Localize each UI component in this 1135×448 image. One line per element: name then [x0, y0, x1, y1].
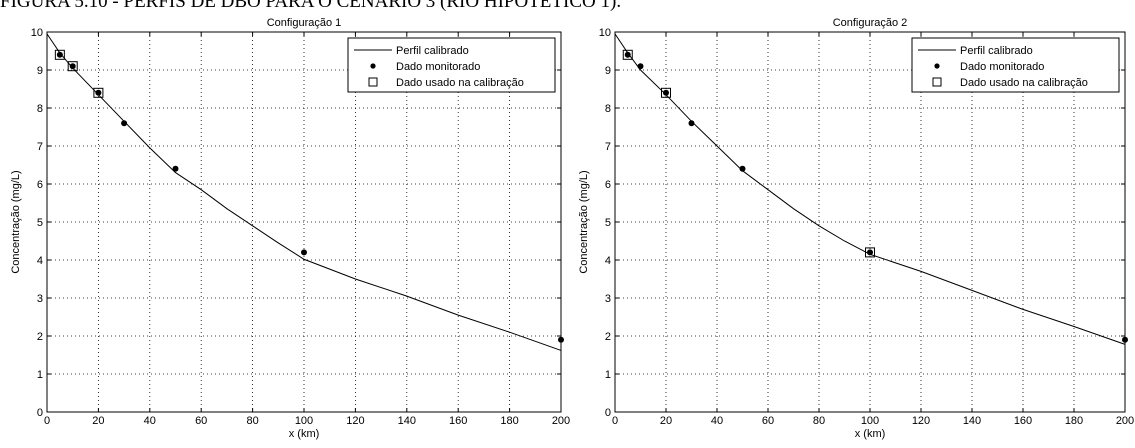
y-tick-label: 2: [37, 331, 43, 343]
y-tick-label: 7: [605, 141, 611, 153]
data-point-monitorado: [624, 51, 631, 58]
x-tick-label: 0: [612, 415, 618, 427]
x-tick-label: 60: [762, 415, 774, 427]
x-axis-label: x (km): [289, 428, 320, 440]
y-tick-label: 0: [37, 407, 43, 419]
legend-label: Dado monitorado: [960, 61, 1044, 73]
x-tick-label: 80: [813, 415, 825, 427]
y-tick-label: 6: [605, 179, 611, 191]
legend: Perfil calibrado Dado monitorado Dado usad…: [347, 37, 556, 93]
x-tick-label: 60: [195, 415, 207, 427]
data-point-monitorado: [56, 51, 63, 58]
data-point-calibracao: [865, 247, 875, 258]
chart-title: Configuração 1: [267, 17, 342, 29]
x-tick-label: 80: [246, 415, 258, 427]
x-tick-label: 160: [1014, 415, 1032, 427]
x-axis-label: x (km): [855, 428, 886, 440]
y-tick-label: 9: [605, 65, 611, 77]
y-axis-label: Concentração (mg/L): [578, 170, 590, 273]
y-tick-label: 3: [37, 293, 43, 305]
data-point-calibracao: [54, 49, 65, 60]
chart-panel-1: 0 20 40 60 80 100 120 140 160 180 200 0 1 2 3 4 5 6 7 8 9 10 C…: [10, 17, 570, 440]
x-tick-label: 180: [500, 415, 518, 427]
y-tick-label: 4: [37, 255, 43, 267]
x-tick-label: 0: [44, 415, 50, 427]
data-point-monitorado: [301, 249, 307, 256]
y-tick-label: 3: [605, 293, 611, 305]
x-tick-label: 100: [861, 415, 879, 427]
legend-box: [911, 37, 1120, 93]
y-tick-label: 10: [599, 27, 611, 39]
legend-square-swatch: [932, 77, 942, 87]
x-tick-label: 100: [295, 415, 313, 427]
legend-label: Dado usado na calibração: [396, 77, 524, 89]
y-tick-label: 4: [605, 255, 611, 267]
legend-box: [347, 37, 556, 93]
data-point-calibracao: [67, 61, 78, 72]
figure-caption-text: FIGURA 5.10 - PERFIS DE DBO PARA O CENÁR…: [0, 0, 622, 12]
x-tick-label: 140: [398, 415, 416, 427]
legend-label: Dado usado na calibração: [960, 77, 1088, 89]
y-tick-label: 5: [37, 217, 43, 229]
series-line-perfil-calibrado: [46, 33, 562, 351]
data-point-monitorado: [663, 89, 669, 96]
data-point-monitorado: [688, 120, 695, 127]
data-point-monitorado: [739, 165, 746, 172]
y-tick-label: 7: [37, 141, 43, 153]
legend-label: Perfil calibrado: [396, 45, 469, 57]
x-tick-label: 40: [144, 415, 156, 427]
y-tick-label: 10: [31, 27, 43, 39]
data-point-calibracao: [93, 87, 104, 98]
chart-panel-2: 0 20 40 60 80 100 120 140 160 180 200 0 1 2 3 4 5 6 7 8 9 10 C…: [578, 17, 1134, 440]
data-point-monitorado: [121, 120, 128, 127]
x-tick-label: 120: [912, 415, 930, 427]
data-point-monitorado: [95, 89, 102, 96]
data-point-calibracao: [661, 87, 671, 98]
chart-title: Configuração 2: [833, 17, 908, 29]
x-tick-label: 200: [1116, 415, 1134, 427]
x-tick-label: 40: [711, 415, 723, 427]
y-tick-label: 5: [605, 217, 611, 229]
y-tick-label: 8: [37, 103, 43, 115]
x-tick-label: 160: [449, 415, 467, 427]
legend-label: Dado monitorado: [396, 61, 480, 73]
y-tick-label: 1: [605, 369, 611, 381]
y-tick-label: 6: [37, 179, 43, 191]
x-tick-label: 20: [92, 415, 104, 427]
legend-label: Perfil calibrado: [960, 45, 1033, 57]
data-point-monitorado: [1122, 336, 1128, 343]
legend-square-swatch: [368, 77, 378, 87]
x-tick-label: 120: [346, 415, 364, 427]
x-tick-label: 200: [552, 415, 570, 427]
y-tick-label: 9: [37, 65, 43, 77]
legend-dot-swatch: [934, 63, 940, 69]
x-tick-label: 140: [963, 415, 981, 427]
data-point-monitorado: [69, 63, 76, 70]
y-tick-label: 0: [605, 407, 611, 419]
y-tick-label: 2: [605, 331, 611, 343]
data-point-calibracao: [622, 49, 633, 60]
x-tick-label: 20: [660, 415, 672, 427]
series-line-perfil-calibrado: [614, 33, 1126, 345]
legend: Perfil calibrado Dado monitorado Dado usad…: [911, 37, 1120, 93]
y-tick-label: 8: [605, 103, 611, 115]
data-point-monitorado: [637, 63, 644, 70]
figure-caption: FIGURA 5.10 - PERFIS DE DBO PARA O CENÁR…: [0, 0, 1135, 20]
data-point-monitorado: [558, 336, 564, 343]
y-tick-label: 1: [37, 369, 43, 381]
legend-dot-swatch: [370, 63, 376, 69]
data-point-monitorado: [867, 249, 873, 256]
data-point-monitorado: [172, 165, 179, 172]
x-tick-label: 180: [1065, 415, 1083, 427]
y-axis-label: Concentração (mg/L): [10, 170, 22, 273]
